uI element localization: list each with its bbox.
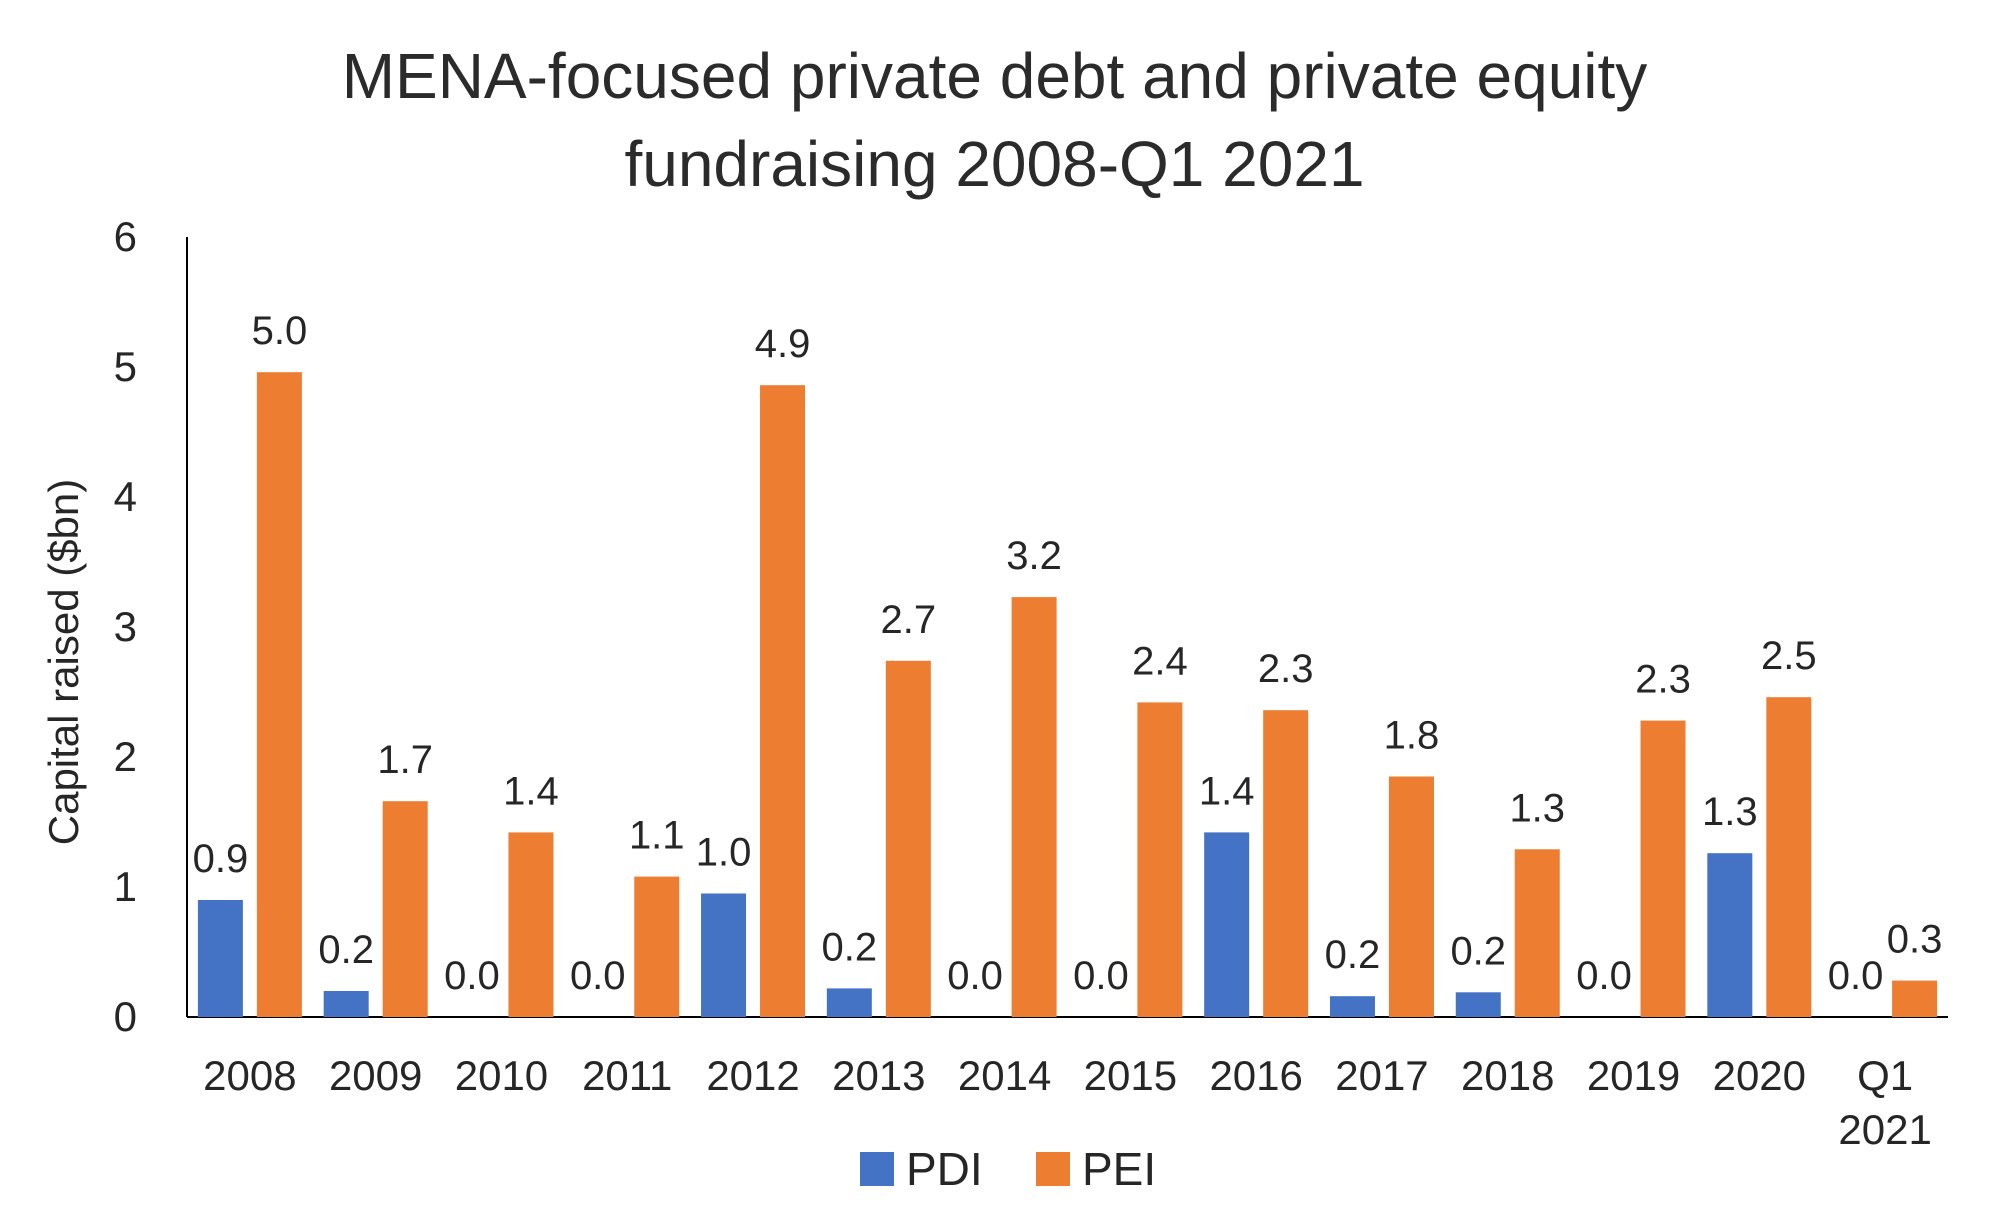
bar-pei bbox=[1388, 776, 1434, 1017]
legend-swatch-pei bbox=[1036, 1152, 1070, 1186]
data-label-pei: 3.2 bbox=[1006, 534, 1062, 578]
bar-pei bbox=[634, 876, 680, 1017]
y-tick-label: 5 bbox=[114, 343, 137, 390]
bar-pei bbox=[1766, 697, 1812, 1017]
bar-pdi bbox=[197, 900, 243, 1017]
bar-pei bbox=[1011, 597, 1057, 1017]
data-label-pei: 1.1 bbox=[629, 814, 685, 858]
data-label-pdi: 1.4 bbox=[1199, 769, 1255, 813]
x-tick-label: 2021 bbox=[1838, 1106, 1931, 1153]
data-label-pei: 0.3 bbox=[1887, 918, 1943, 962]
x-tick-label: Q1 bbox=[1857, 1052, 1913, 1099]
x-tick-label: 2016 bbox=[1209, 1052, 1302, 1099]
x-tick-label: 2020 bbox=[1713, 1052, 1806, 1099]
y-tick-label: 3 bbox=[114, 603, 137, 650]
data-label-pdi: 1.3 bbox=[1702, 790, 1758, 834]
x-tick-label: 2011 bbox=[582, 1052, 672, 1099]
y-tick-label: 6 bbox=[114, 213, 137, 260]
bar-pdi bbox=[1329, 996, 1375, 1017]
x-tick-label: 2015 bbox=[1084, 1052, 1177, 1099]
x-tick-label: 2009 bbox=[329, 1052, 422, 1099]
bar-pdi bbox=[826, 988, 872, 1017]
x-tick-label: 2014 bbox=[958, 1052, 1051, 1099]
legend-label-pei: PEI bbox=[1082, 1143, 1156, 1195]
legend-swatch-pdi bbox=[860, 1152, 894, 1186]
bar-pei bbox=[1263, 710, 1309, 1017]
data-label-pdi: 0.9 bbox=[193, 837, 249, 881]
bar-pei bbox=[256, 372, 302, 1017]
data-label-pei: 1.8 bbox=[1384, 714, 1440, 758]
bar-pei bbox=[1640, 720, 1686, 1017]
data-label-pei: 4.9 bbox=[755, 322, 811, 366]
data-label-pdi: 1.0 bbox=[696, 831, 752, 875]
data-label-pei: 2.3 bbox=[1635, 658, 1691, 702]
y-tick-label: 0 bbox=[114, 993, 137, 1040]
bar-pdi bbox=[1204, 832, 1250, 1017]
data-label-pdi: 0.0 bbox=[1073, 954, 1129, 998]
bar-pei bbox=[1137, 702, 1183, 1017]
chart-title-line-2: fundraising 2008-Q1 2021 bbox=[624, 128, 1365, 200]
y-axis-title: Capital raised ($bn) bbox=[40, 479, 87, 846]
data-label-pdi: 0.0 bbox=[1576, 954, 1632, 998]
x-tick-label: 2019 bbox=[1587, 1052, 1680, 1099]
data-label-pei: 1.3 bbox=[1509, 786, 1565, 830]
data-label-pdi: 0.2 bbox=[318, 928, 374, 972]
data-label-pdi: 0.0 bbox=[570, 954, 626, 998]
x-tick-label: 2017 bbox=[1335, 1052, 1428, 1099]
data-label-pdi: 0.0 bbox=[1828, 954, 1884, 998]
y-tick-label: 1 bbox=[114, 863, 137, 910]
bar-pdi bbox=[1455, 992, 1501, 1017]
bar-pdi bbox=[323, 991, 369, 1017]
x-tick-label: 2012 bbox=[706, 1052, 799, 1099]
legend-label-pdi: PDI bbox=[906, 1143, 983, 1195]
x-tick-label: 2018 bbox=[1461, 1052, 1554, 1099]
data-label-pei: 2.4 bbox=[1132, 639, 1188, 683]
chart-title-line-1: MENA-focused private debt and private eq… bbox=[341, 40, 1648, 112]
x-tick-label: 2010 bbox=[455, 1052, 548, 1099]
bar-pei bbox=[382, 801, 428, 1017]
data-label-pdi: 0.2 bbox=[1325, 933, 1381, 977]
bar-pei bbox=[885, 660, 931, 1017]
data-label-pei: 1.4 bbox=[503, 769, 559, 813]
bar-pdi bbox=[701, 893, 747, 1017]
data-label-pdi: 0.0 bbox=[444, 954, 500, 998]
x-tick-label: 2008 bbox=[203, 1052, 296, 1099]
y-tick-label: 4 bbox=[114, 473, 137, 520]
data-label-pdi: 0.0 bbox=[947, 954, 1003, 998]
y-tick-label: 2 bbox=[114, 733, 137, 780]
data-label-pei: 2.7 bbox=[881, 598, 937, 642]
data-label-pdi: 0.2 bbox=[1450, 929, 1506, 973]
bar-pei bbox=[1892, 980, 1938, 1017]
data-label-pei: 5.0 bbox=[252, 309, 308, 353]
data-label-pdi: 0.2 bbox=[822, 925, 878, 969]
bar-pdi bbox=[1707, 853, 1753, 1017]
bar-pei bbox=[760, 385, 806, 1017]
bar-pei bbox=[508, 832, 554, 1017]
data-label-pei: 2.3 bbox=[1258, 647, 1314, 691]
data-label-pei: 2.5 bbox=[1761, 634, 1817, 678]
bar-pei bbox=[1514, 849, 1560, 1017]
x-tick-label: 2013 bbox=[832, 1052, 925, 1099]
data-label-pei: 1.7 bbox=[377, 738, 433, 782]
